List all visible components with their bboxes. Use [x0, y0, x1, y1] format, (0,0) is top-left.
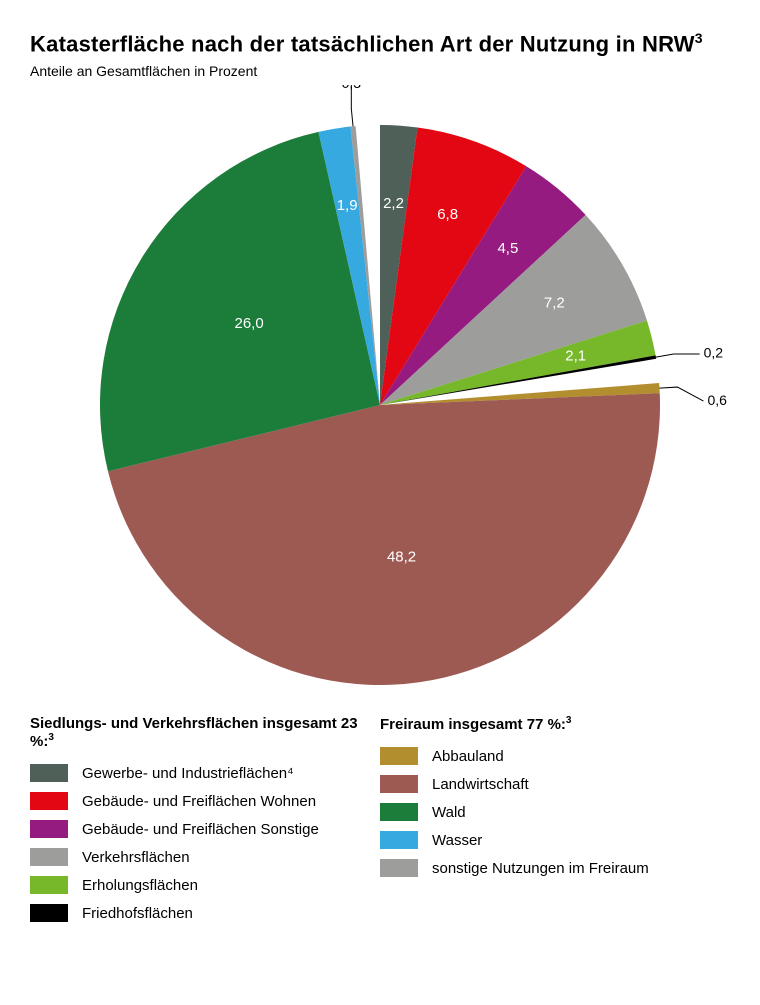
slice-label-wasser: 1,9 [337, 197, 358, 214]
legend-heading-a-text: Siedlungs- und Verkehrsflächen insgesamt… [30, 715, 358, 750]
legend-heading-b-text: Freiraum insgesamt 77 %: [380, 716, 566, 733]
legend-swatch [380, 775, 418, 793]
slice-label-abbauland: 0,6 [707, 392, 727, 408]
legend-swatch [30, 904, 68, 922]
legend-text: Gewerbe- und Industrieflächen⁴ [82, 765, 294, 782]
slice-label-erholung: 2,1 [565, 348, 586, 365]
legend-list-b: Abbauland Landwirtschaft Wald Wasser sonstig… [380, 747, 730, 877]
legend-text: sonstige Nutzungen im Freiraum [432, 860, 649, 877]
legend-col-a: Siedlungs- und Verkehrsflächen insgesamt… [30, 715, 380, 932]
legend: Siedlungs- und Verkehrsflächen insgesamt… [30, 715, 730, 932]
slice-label-sonstige_gf: 4,5 [497, 240, 518, 257]
leader-friedhof [656, 354, 700, 357]
slice-label-verkehr: 7,2 [544, 295, 565, 312]
legend-swatch [380, 747, 418, 765]
legend-item: Gebäude- und Freiflächen Sonstige [30, 820, 380, 838]
legend-item: Landwirtschaft [380, 775, 730, 793]
leader-sonst_freiraum [351, 85, 353, 126]
legend-text: Gebäude- und Freiflächen Sonstige [82, 821, 319, 838]
legend-text: Wald [432, 804, 466, 821]
slice-label-friedhof: 0,2 [704, 345, 724, 361]
legend-swatch [380, 831, 418, 849]
legend-swatch [30, 820, 68, 838]
legend-swatch [30, 792, 68, 810]
title-sup: 3 [695, 30, 703, 46]
pie-chart-svg: 2,2 6,8 4,5 7,2 2,1 0,2 0,6 48,2 26,0 1,9 0,3 [30, 85, 730, 685]
page-subtitle: Anteile an Gesamtflächen in Prozent [30, 63, 730, 79]
page-title: Katasterfläche nach der tatsächlichen Ar… [30, 30, 730, 57]
pie-chart: 2,2 6,8 4,5 7,2 2,1 0,2 0,6 48,2 26,0 1,9 0,3 [30, 85, 730, 685]
leader-abbauland [659, 387, 703, 401]
legend-heading-b-sup: 3 [566, 715, 572, 726]
legend-item: Friedhofsflächen [30, 904, 380, 922]
legend-text: Gebäude- und Freiflächen Wohnen [82, 793, 316, 810]
legend-list-a: Gewerbe- und Industrieflächen⁴ Gebäude- u… [30, 764, 380, 922]
legend-item: Erholungsflächen [30, 876, 380, 894]
legend-text: Wasser [432, 832, 482, 849]
slice-label-wohnen: 6,8 [437, 206, 458, 223]
page: Katasterfläche nach der tatsächlichen Ar… [0, 0, 760, 1005]
slice-label-wald: 26,0 [235, 315, 264, 332]
legend-text: Erholungsflächen [82, 877, 198, 894]
legend-swatch [30, 876, 68, 894]
legend-text: Landwirtschaft [432, 776, 529, 793]
legend-text: Friedhofsflächen [82, 905, 193, 922]
legend-text: Abbauland [432, 748, 504, 765]
legend-heading-b: Freiraum insgesamt 77 %:3 [380, 715, 730, 733]
slice-label-landwirtschaft: 48,2 [387, 549, 416, 566]
legend-item: Abbauland [380, 747, 730, 765]
legend-text: Verkehrsflächen [82, 849, 190, 866]
legend-swatch [380, 859, 418, 877]
slice-label-gewerbe: 2,2 [383, 195, 404, 212]
legend-item: Wald [380, 803, 730, 821]
legend-item: Verkehrsflächen [30, 848, 380, 866]
legend-heading-a: Siedlungs- und Verkehrsflächen insgesamt… [30, 715, 380, 750]
legend-swatch [30, 764, 68, 782]
legend-swatch [30, 848, 68, 866]
legend-item: Gebäude- und Freiflächen Wohnen [30, 792, 380, 810]
slice-label-sonst_freiraum: 0,3 [342, 85, 362, 91]
legend-heading-a-sup: 3 [48, 732, 54, 743]
legend-item: Wasser [380, 831, 730, 849]
legend-swatch [380, 803, 418, 821]
title-text: Katasterfläche nach der tatsächlichen Ar… [30, 31, 695, 56]
legend-item: sonstige Nutzungen im Freiraum [380, 859, 730, 877]
legend-item: Gewerbe- und Industrieflächen⁴ [30, 764, 380, 782]
legend-col-b: Freiraum insgesamt 77 %:3 Abbauland Landw… [380, 715, 730, 932]
